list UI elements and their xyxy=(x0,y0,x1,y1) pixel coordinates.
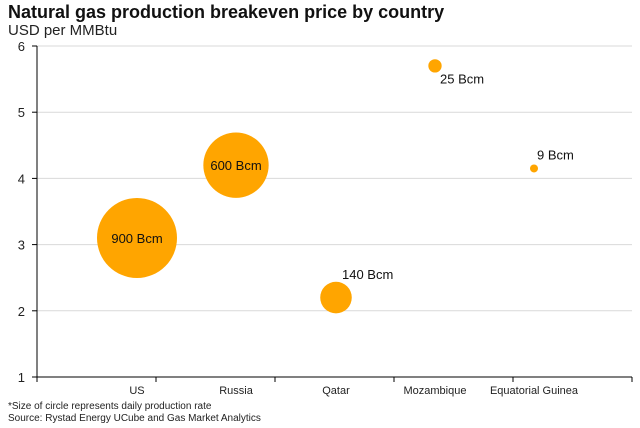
bubble-equatorial-guinea xyxy=(530,164,538,173)
x-tick-label: Russia xyxy=(219,385,254,397)
y-tick-label: 5 xyxy=(18,105,25,120)
data-label: 900 Bcm xyxy=(111,231,162,246)
y-tick-label: 1 xyxy=(18,370,25,385)
bubble-russia xyxy=(203,132,269,198)
chart-subtitle: USD per MMBtu xyxy=(8,22,118,39)
y-tick-label: 3 xyxy=(18,238,25,253)
bubble-qatar xyxy=(320,281,352,314)
data-label: 600 Bcm xyxy=(210,158,261,173)
bubble-mozambique xyxy=(428,59,442,73)
y-tick-label: 4 xyxy=(18,171,25,186)
bubble-us xyxy=(97,197,177,278)
x-tick-label: Equatorial Guinea xyxy=(490,385,579,397)
data-label: 140 Bcm xyxy=(342,267,393,282)
source-footnote: Source: Rystad Energy UCube and Gas Mark… xyxy=(8,413,261,424)
y-tick-label: 2 xyxy=(18,304,25,319)
x-tick-label: Qatar xyxy=(322,385,350,397)
size-footnote: *Size of circle represents daily product… xyxy=(8,401,212,412)
y-tick-label: 6 xyxy=(18,39,25,54)
chart-title: Natural gas production breakeven price b… xyxy=(8,2,445,22)
data-label: 9 Bcm xyxy=(537,147,574,162)
x-tick-label: US xyxy=(129,385,144,397)
x-tick-label: Mozambique xyxy=(404,385,467,397)
data-label: 25 Bcm xyxy=(440,72,484,87)
